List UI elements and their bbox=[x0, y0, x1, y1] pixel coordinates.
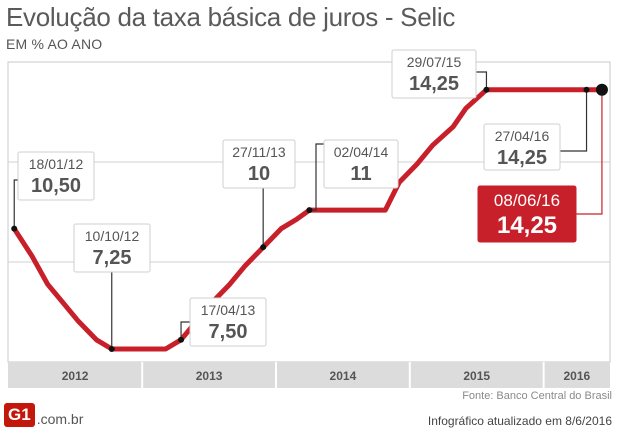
annotation-leader bbox=[476, 71, 488, 90]
annotations: 18/01/12 10,50 10/10/12 7,25 17/04/13 7,50 27/… bbox=[11, 49, 608, 353]
x-axis-year-cell bbox=[543, 362, 610, 388]
annotation-date: 17/04/13 bbox=[201, 302, 256, 318]
annotation-value: 14,25 bbox=[497, 147, 547, 169]
g1-logo: G1 .com.br bbox=[4, 403, 83, 427]
annotation-date: 27/04/16 bbox=[495, 128, 550, 144]
annotation-box bbox=[17, 151, 95, 201]
annotation-box bbox=[483, 123, 561, 171]
annotation-leader bbox=[180, 321, 190, 340]
annotation-date: 08/06/16 bbox=[494, 191, 560, 210]
annotation-10-10-12: 10/10/12 7,25 bbox=[73, 223, 151, 353]
annotation-value: 7,25 bbox=[93, 247, 132, 269]
series-line-selic bbox=[11, 87, 605, 352]
x-tick-label: 2016 bbox=[563, 369, 590, 383]
annotation-date: 02/04/14 bbox=[334, 144, 389, 160]
annotation-box bbox=[73, 223, 151, 273]
x-tick-label: 2012 bbox=[62, 369, 89, 383]
x-axis-year-cell bbox=[276, 362, 410, 388]
annotation-value: 10,50 bbox=[31, 175, 81, 197]
annotation-date: 10/10/12 bbox=[85, 228, 140, 244]
x-axis-year-cell bbox=[142, 362, 277, 388]
data-point bbox=[260, 244, 267, 251]
annotation-box bbox=[189, 297, 267, 347]
logo-suffix: .com.br bbox=[36, 411, 84, 427]
data-point bbox=[306, 207, 313, 214]
chart-title: Evolução da taxa básica de juros - Selic bbox=[6, 2, 456, 32]
x-tick-label: 2013 bbox=[196, 369, 223, 383]
annotation-date: 18/01/12 bbox=[29, 156, 84, 172]
data-point bbox=[595, 83, 608, 96]
source-note: Fonte: Banco Central do Brasil bbox=[462, 390, 612, 402]
annotation-17-04-13: 17/04/13 7,50 bbox=[178, 297, 267, 347]
annotation-leader bbox=[13, 179, 18, 229]
data-point bbox=[178, 336, 185, 343]
x-axis-band: 2012 2013 2014 2015 2016 bbox=[8, 362, 610, 388]
annotation-08-06-16: 08/06/16 14,25 bbox=[477, 83, 608, 243]
annotation-27-11-13: 27/11/13 10 bbox=[222, 139, 296, 251]
annotation-value: 11 bbox=[350, 163, 371, 185]
annotation-date: 27/11/13 bbox=[232, 144, 286, 160]
annotation-leader bbox=[309, 143, 324, 211]
annotation-27-04-16: 27/04/16 14,25 bbox=[483, 86, 590, 171]
annotation-leader bbox=[560, 89, 588, 152]
update-note: Infográfico atualizado em 8/6/2016 bbox=[427, 414, 612, 428]
annotation-value: 14,25 bbox=[497, 212, 557, 239]
x-tick-label: 2014 bbox=[330, 369, 357, 383]
annotation-29-07-15: 29/07/15 14,25 bbox=[391, 49, 490, 99]
annotation-box bbox=[222, 139, 296, 189]
x-tick-label: 2015 bbox=[463, 369, 490, 383]
data-point bbox=[483, 86, 490, 93]
data-point bbox=[108, 346, 115, 353]
data-point bbox=[583, 86, 590, 93]
annotation-value: 10 bbox=[248, 163, 270, 185]
annotation-18-01-12: 18/01/12 10,50 bbox=[11, 151, 95, 232]
annotation-leader bbox=[576, 89, 603, 215]
annotation-date: 29/07/15 bbox=[407, 54, 462, 70]
annotation-box bbox=[391, 49, 477, 99]
annotation-value: 7,50 bbox=[209, 321, 248, 343]
logo-mark: G1 bbox=[4, 403, 35, 427]
x-axis-year-cell bbox=[409, 362, 544, 388]
annotation-box bbox=[477, 185, 577, 243]
annotation-box bbox=[323, 139, 399, 189]
data-point bbox=[11, 225, 18, 232]
annotation-value: 14,25 bbox=[409, 73, 459, 95]
annotation-02-04-14: 02/04/14 11 bbox=[306, 139, 399, 214]
x-axis-year-cell bbox=[8, 362, 143, 388]
chart-subtitle: EM % AO ANO bbox=[6, 36, 103, 52]
